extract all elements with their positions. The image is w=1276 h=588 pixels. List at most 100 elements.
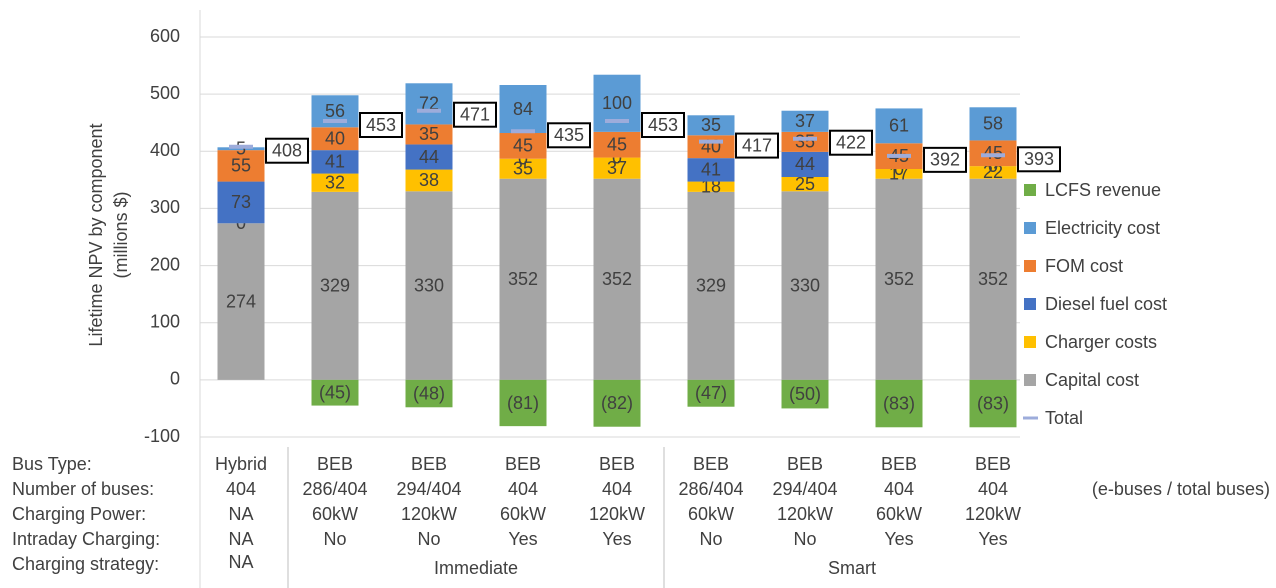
total-label: 417 xyxy=(742,135,772,155)
bar-segment xyxy=(781,110,829,132)
group-label: Smart xyxy=(828,558,876,578)
bar-segment xyxy=(969,166,1017,179)
category-label: 404 xyxy=(884,479,914,499)
category-label: BEB xyxy=(411,454,447,474)
bar-segment xyxy=(593,379,641,427)
bar-segment xyxy=(687,191,735,380)
category-label: BEB xyxy=(599,454,635,474)
category-label: NA xyxy=(228,504,253,524)
category-label: Yes xyxy=(978,529,1007,549)
total-label-box xyxy=(359,112,403,138)
legend-swatch xyxy=(1024,260,1036,272)
data-label: 330 xyxy=(414,275,444,295)
data-label: 330 xyxy=(790,275,820,295)
data-label: 100 xyxy=(602,93,632,113)
data-label: 35 xyxy=(701,115,721,135)
bar-segment xyxy=(405,169,453,192)
total-label-box xyxy=(1017,146,1061,173)
data-label: 329 xyxy=(696,276,726,296)
total-label-box xyxy=(923,146,967,173)
bar-segment xyxy=(781,177,829,192)
data-label: 37 xyxy=(607,158,627,178)
data-label: 274 xyxy=(226,291,256,311)
y-axis-title: Lifetime NPV by component xyxy=(86,123,106,346)
total-label: 453 xyxy=(648,115,678,135)
bar-segment xyxy=(311,379,359,406)
legend-swatch xyxy=(1024,298,1036,310)
legend-label: LCFS revenue xyxy=(1045,180,1161,200)
category-label: NA xyxy=(228,529,253,549)
category-label: BEB xyxy=(505,454,541,474)
total-label: 408 xyxy=(272,140,302,160)
bar-segment xyxy=(593,178,641,380)
bar-segment xyxy=(499,158,547,179)
category-label: BEB xyxy=(317,454,353,474)
data-label: 22 xyxy=(983,162,1003,182)
total-label: 393 xyxy=(1024,149,1054,169)
data-label: 58 xyxy=(983,114,1003,134)
y-tick-label: 600 xyxy=(150,26,180,46)
category-label: 120kW xyxy=(589,504,645,524)
category-label: BEB xyxy=(975,454,1011,474)
data-label: 37 xyxy=(795,111,815,131)
data-label: (47) xyxy=(695,383,727,403)
bar-segment xyxy=(405,191,453,380)
legend-label: Diesel fuel cost xyxy=(1045,294,1167,314)
bar-segment xyxy=(217,223,265,380)
data-label: (83) xyxy=(883,393,915,413)
category-label: 404 xyxy=(508,479,538,499)
data-label: 44 xyxy=(419,147,439,167)
bar-segment xyxy=(311,127,359,151)
data-label: 352 xyxy=(884,269,914,289)
data-label: 35 xyxy=(795,132,815,152)
data-label: 55 xyxy=(231,156,251,176)
legend-swatch xyxy=(1024,222,1036,234)
data-label: (48) xyxy=(413,383,445,403)
bar-segment xyxy=(499,133,547,159)
group-label: Immediate xyxy=(434,558,518,578)
y-tick-label: 400 xyxy=(150,140,180,160)
bar-segment xyxy=(217,150,265,182)
bar-segment xyxy=(781,151,829,177)
row-label: Number of buses: xyxy=(12,479,154,499)
y-axis-title: (millions $) xyxy=(111,191,131,278)
bar-segment xyxy=(687,379,735,407)
bar-segment xyxy=(687,158,735,182)
bar-segment xyxy=(687,181,735,192)
legend-swatch xyxy=(1024,336,1036,348)
data-label: (83) xyxy=(977,393,1009,413)
category-label: 294/404 xyxy=(396,479,461,499)
bar-segment xyxy=(875,379,923,428)
bar-segment xyxy=(311,150,359,174)
total-label: 392 xyxy=(930,150,960,170)
category-label: 404 xyxy=(978,479,1008,499)
category-label: No xyxy=(699,529,722,549)
bar-segment xyxy=(969,379,1017,428)
category-label: Hybrid xyxy=(215,454,267,474)
y-tick-label: 0 xyxy=(170,369,180,389)
bar-segment xyxy=(781,379,829,409)
category-label: 404 xyxy=(226,479,256,499)
y-tick-label: 200 xyxy=(150,254,180,274)
category-label: No xyxy=(793,529,816,549)
bar-segment xyxy=(593,157,641,179)
category-label: 120kW xyxy=(965,504,1021,524)
bar-segment xyxy=(875,178,923,380)
bar-segment xyxy=(969,140,1017,167)
data-label: 352 xyxy=(978,269,1008,289)
total-label-box xyxy=(265,137,309,164)
category-label: 404 xyxy=(602,479,632,499)
y-tick-label: 300 xyxy=(150,197,180,217)
total-label-box xyxy=(735,132,779,159)
category-label: Yes xyxy=(602,529,631,549)
data-label: 41 xyxy=(701,160,721,180)
row-label: Charging Power: xyxy=(12,504,146,524)
total-label: 453 xyxy=(366,115,396,135)
bar-segment xyxy=(499,178,547,380)
category-label: Yes xyxy=(884,529,913,549)
data-label: 35 xyxy=(419,124,439,144)
category-label: 60kW xyxy=(876,504,922,524)
data-label: 25 xyxy=(795,174,815,194)
data-label: (82) xyxy=(601,393,633,413)
